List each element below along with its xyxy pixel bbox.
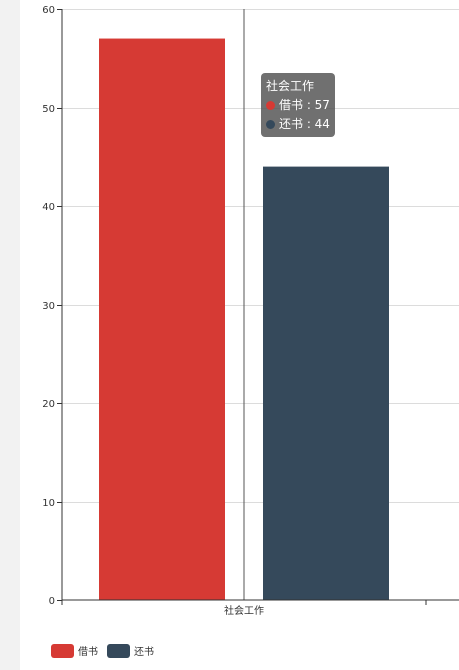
y-tick-label: 0 — [49, 596, 55, 607]
tooltip-row: 还书 : 44 — [266, 115, 330, 134]
tooltip-row: 借书 : 57 — [266, 96, 330, 115]
y-tick-label: 10 — [42, 498, 55, 509]
tooltip-row-label: 借书 : 57 — [279, 98, 330, 112]
series-dot — [266, 120, 275, 129]
y-tick-label: 40 — [42, 202, 55, 213]
legend-swatch — [51, 643, 74, 658]
bars — [99, 38, 389, 601]
y-tick-label: 30 — [42, 301, 55, 312]
bar-return[interactable] — [263, 166, 389, 600]
y-tick-label: 60 — [42, 5, 55, 16]
x-tick-label: 社会工作 — [224, 604, 264, 617]
legend-item-return[interactable]: 还书 — [107, 643, 154, 658]
y-axis-ticks: 0 10 20 30 40 50 60 — [42, 5, 62, 607]
legend: 借书 还书 — [51, 643, 163, 658]
legend-swatch — [107, 643, 130, 658]
legend-label: 借书 — [78, 647, 98, 658]
legend-label: 还书 — [134, 647, 154, 658]
y-tick-label: 50 — [42, 104, 55, 115]
tooltip-row-label: 还书 : 44 — [279, 117, 330, 131]
y-tick-label: 20 — [42, 399, 55, 410]
series-dot — [266, 101, 275, 110]
tooltip-title: 社会工作 — [266, 79, 315, 93]
bar-borrow[interactable] — [99, 38, 225, 601]
tooltip: 社会工作 借书 : 57 还书 : 44 — [261, 73, 335, 137]
legend-item-borrow[interactable]: 借书 — [51, 643, 98, 658]
